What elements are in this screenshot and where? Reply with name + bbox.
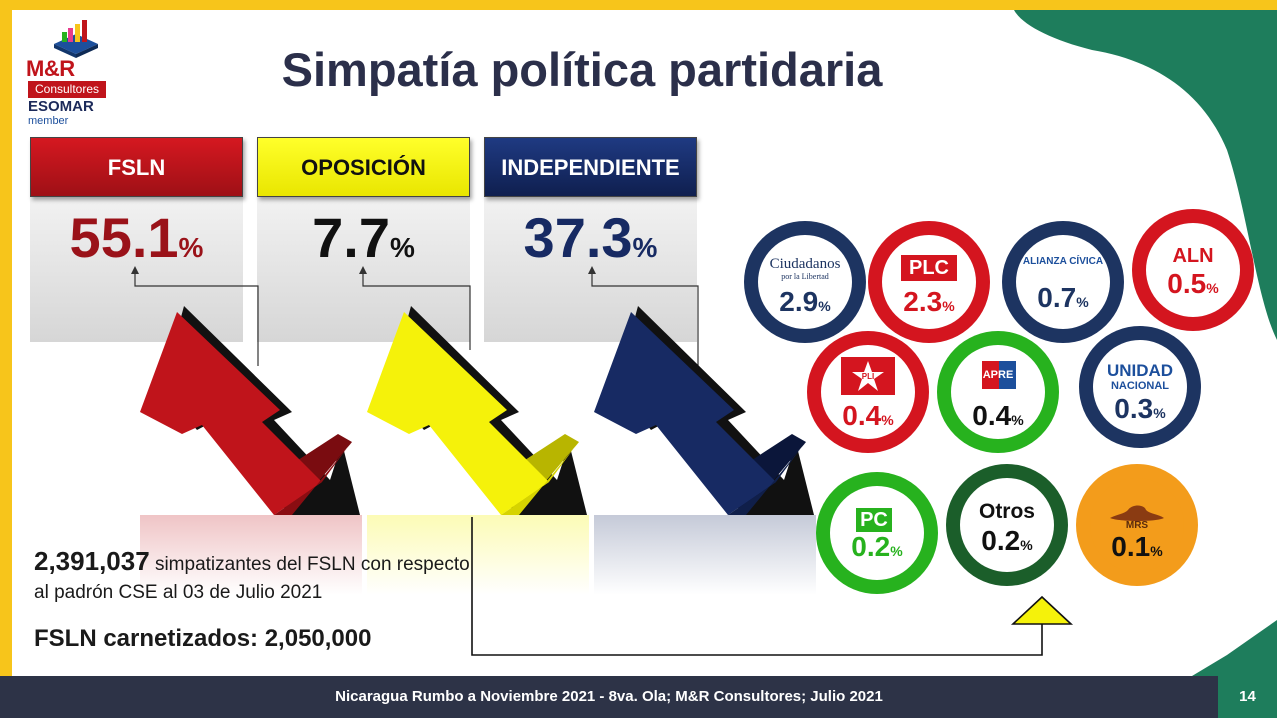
party-circle-pli: PLI 0.4% bbox=[807, 331, 929, 453]
party-pct-unit: % bbox=[1153, 405, 1166, 421]
party-circle-otros: Otros 0.2% bbox=[946, 464, 1068, 586]
party-pct-unit: % bbox=[1076, 294, 1089, 310]
party-circle-inner bbox=[951, 345, 1045, 439]
independiente-pointer-line bbox=[591, 272, 699, 366]
oposicion-value-number: 7.7 bbox=[312, 206, 390, 269]
party-name-pli: PLI bbox=[861, 372, 875, 381]
fsln-label: FSLN bbox=[30, 137, 243, 197]
party-pct-mrs: 0.1% bbox=[1076, 532, 1198, 566]
party-circle-inner bbox=[1016, 235, 1110, 329]
independiente-value-unit: % bbox=[632, 232, 658, 263]
party-pct-alianza-civica: 0.7% bbox=[1002, 283, 1124, 317]
slide: M&R Consultores ESOMAR member Simpatía p… bbox=[12, 10, 1277, 676]
party-pct-unit: % bbox=[1020, 537, 1033, 553]
party-pct-number: 0.4 bbox=[842, 400, 882, 431]
party-pct-unit: % bbox=[1150, 543, 1163, 559]
party-pct-unit: % bbox=[890, 543, 903, 559]
party-circle-pc: PC 0.2% bbox=[816, 472, 938, 594]
party-circle-aln: ALN 0.5% bbox=[1132, 209, 1254, 331]
party-pct-number: 0.2 bbox=[851, 531, 891, 562]
party-pct-plc: 2.3% bbox=[868, 287, 990, 321]
party-pct-number: 0.3 bbox=[1114, 393, 1154, 424]
logo-name: M&R bbox=[26, 56, 75, 81]
party-name-aln: ALN bbox=[1172, 245, 1214, 267]
sympathizers-description: simpatizantes del FSLN con respecto al p… bbox=[34, 554, 470, 603]
party-name-otros: Otros bbox=[978, 500, 1035, 523]
page-title: Simpatía política partidaria bbox=[281, 43, 883, 96]
oposicion-pointer-line bbox=[362, 272, 471, 350]
party-circle-plc: PLC 2.3% bbox=[868, 221, 990, 343]
party-name-apre: APRE bbox=[982, 369, 1014, 381]
party-pct-aln: 0.5% bbox=[1132, 269, 1254, 303]
independiente-label: INDEPENDIENTE bbox=[484, 137, 697, 197]
party-circle-inner bbox=[882, 235, 976, 329]
party-pct-unit: % bbox=[1011, 412, 1024, 428]
party-pct-number: 2.3 bbox=[903, 286, 943, 317]
party-pct-unit: % bbox=[942, 298, 955, 314]
party-circle-alianza-civica: ALIANZA CÍVICA 0.7% bbox=[1002, 221, 1124, 343]
page-number: 14 bbox=[1218, 676, 1277, 718]
party-pct-unit: % bbox=[881, 412, 894, 428]
independiente-value: 37.3% bbox=[484, 206, 697, 280]
party-pct-number: 0.2 bbox=[981, 525, 1021, 556]
fsln-arrow bbox=[140, 306, 362, 595]
party-pct-otros: 0.2% bbox=[946, 526, 1068, 560]
party-pct-unit: % bbox=[818, 298, 831, 314]
party-circle-mrs: MRS 0.1% bbox=[1076, 464, 1198, 586]
party-pct-unidad-nacional: 0.3% bbox=[1079, 394, 1201, 428]
oposicion-label: OPOSICIÓN bbox=[257, 137, 470, 197]
party-pct-ciudadanos: 2.9% bbox=[744, 287, 866, 321]
mrs-hat-icon bbox=[1110, 505, 1164, 521]
party-name-ciudadanos: Ciudadanos bbox=[769, 256, 841, 272]
party-pct-apre: 0.4% bbox=[937, 401, 1059, 435]
party-pct-number: 2.9 bbox=[779, 286, 819, 317]
footer-text: Nicaragua Rumbo a Noviembre 2021 - 8va. … bbox=[335, 688, 883, 705]
footer-bar: Nicaragua Rumbo a Noviembre 2021 - 8va. … bbox=[0, 676, 1277, 718]
oposicion-value-unit: % bbox=[389, 232, 415, 263]
party-pct-pli: 0.4% bbox=[807, 401, 929, 435]
pli-star-icon bbox=[841, 357, 895, 395]
party-name-alianza-civica: ALIANZA CÍVICA bbox=[1022, 256, 1104, 267]
party-circle-inner bbox=[758, 235, 852, 329]
logo-icon bbox=[54, 20, 98, 58]
party-name-mrs: MRS bbox=[1125, 520, 1149, 531]
party-circle-inner bbox=[1146, 223, 1240, 317]
party-pct-number: 0.4 bbox=[972, 400, 1012, 431]
party-circle-apre: APRE 0.4% bbox=[937, 331, 1059, 453]
carnetizados-text: FSLN carnetizados: 2,050,000 bbox=[34, 625, 372, 652]
summary-text: 2,391,037 simpatizantes del FSLN con res… bbox=[34, 547, 474, 653]
party-pct-number: 0.5 bbox=[1167, 268, 1207, 299]
party-name-unidad: UNIDAD bbox=[1106, 361, 1174, 380]
fsln-value: 55.1% bbox=[30, 206, 243, 280]
party-circle-ciudadanos: Ciudadanos por la Libertad 2.9% bbox=[744, 221, 866, 343]
company-logo: M&R Consultores ESOMAR member bbox=[24, 18, 114, 128]
logo-subtitle: Consultores bbox=[28, 81, 106, 98]
party-name-pc: PC bbox=[856, 508, 892, 532]
party-name-ciudadanos-sub: por la Libertad bbox=[781, 272, 829, 281]
party-circle-inner bbox=[1093, 340, 1187, 434]
fsln-value-unit: % bbox=[178, 232, 204, 263]
esomar-label: ESOMAR bbox=[28, 98, 94, 115]
party-pct-number: 0.7 bbox=[1037, 282, 1077, 313]
apre-flag-icon bbox=[982, 361, 1016, 389]
independiente-arrow bbox=[594, 306, 816, 595]
party-pct-pc: 0.2% bbox=[816, 532, 938, 566]
sympathizers-count: 2,391,037 bbox=[34, 546, 150, 576]
fsln-value-number: 55.1 bbox=[69, 206, 179, 269]
party-circle-unidad-nacional: UNIDAD NACIONAL 0.3% bbox=[1079, 326, 1201, 448]
party-pct-unit: % bbox=[1206, 280, 1219, 296]
member-label: member bbox=[28, 115, 69, 127]
summary-line: 2,391,037 simpatizantes del FSLN con res… bbox=[34, 547, 474, 607]
party-pct-number: 0.1 bbox=[1111, 531, 1151, 562]
independiente-value-number: 37.3 bbox=[523, 206, 633, 269]
party-circle-inner bbox=[1090, 478, 1184, 572]
party-name-plc: PLC bbox=[901, 255, 957, 281]
fsln-pointer-line bbox=[134, 272, 259, 366]
oposicion-value: 7.7% bbox=[257, 206, 470, 280]
party-name-nacional: NACIONAL bbox=[1110, 380, 1170, 392]
